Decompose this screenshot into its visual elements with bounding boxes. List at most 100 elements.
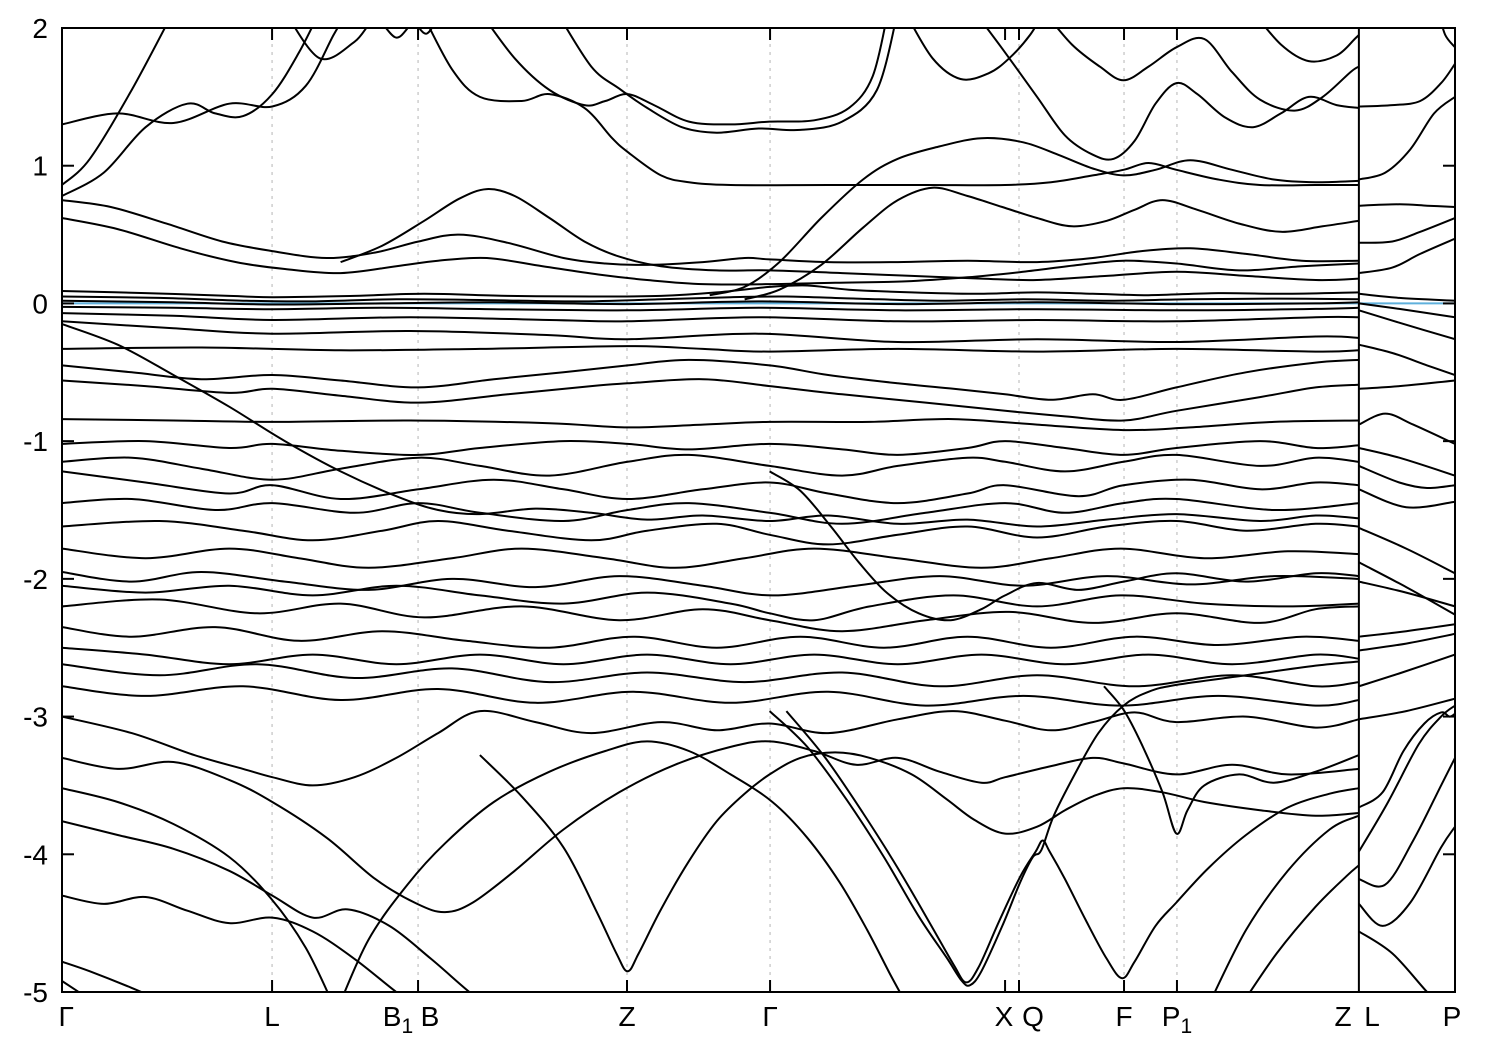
band-line bbox=[62, 453, 1360, 481]
band-line bbox=[62, 439, 1359, 456]
band-line bbox=[912, 28, 1036, 81]
x-axis-kpoint-label: Γ bbox=[58, 1001, 73, 1032]
x-axis-kpoint-label: X bbox=[995, 1001, 1014, 1032]
x-axis-kpoint-label: L bbox=[264, 1001, 280, 1032]
band-line bbox=[62, 598, 1359, 633]
band-line bbox=[1358, 526, 1455, 575]
band-line bbox=[62, 663, 1360, 688]
band-line bbox=[62, 284, 1359, 299]
x-axis-kpoint-label: Z bbox=[1334, 1001, 1351, 1032]
x-axis-kpoint-label: B1 bbox=[383, 1001, 413, 1038]
band-line bbox=[62, 295, 1359, 303]
band-line bbox=[985, 28, 1360, 161]
band-line bbox=[1358, 623, 1455, 638]
bands-group bbox=[62, 28, 1455, 992]
band-line bbox=[62, 820, 471, 992]
band-line bbox=[768, 660, 1359, 987]
band-line bbox=[62, 299, 1359, 306]
band-line bbox=[62, 497, 1359, 525]
plot-frame bbox=[61, 27, 1456, 993]
band-line bbox=[1358, 379, 1455, 390]
x-axis-kpoint-label: P1 bbox=[1162, 1001, 1192, 1038]
band-line bbox=[62, 305, 1359, 312]
x-axis-kpoint-label: L bbox=[1364, 1001, 1380, 1032]
band-line bbox=[1358, 561, 1455, 616]
x-axis-kpoint-label: B bbox=[421, 1001, 440, 1032]
band-line bbox=[428, 28, 1359, 187]
x-axis-kpoint-label: P bbox=[1443, 1001, 1462, 1032]
band-line bbox=[62, 646, 1360, 666]
y-axis-tick-label: 1 bbox=[32, 151, 48, 182]
x-axis-kpoint-label: Z bbox=[618, 1001, 635, 1032]
band-line bbox=[62, 894, 399, 992]
band-line bbox=[1358, 217, 1455, 244]
band-line bbox=[62, 323, 1359, 528]
y-axis-tick-label: -2 bbox=[23, 564, 48, 595]
band-line bbox=[62, 470, 1359, 505]
band-line bbox=[1358, 292, 1455, 302]
y-axis-tick-label: -1 bbox=[23, 426, 48, 457]
band-line bbox=[340, 188, 1359, 282]
band-line bbox=[62, 199, 1359, 266]
band-line bbox=[62, 217, 1359, 286]
band-line bbox=[62, 584, 1359, 622]
band-line bbox=[62, 980, 81, 992]
band-line bbox=[62, 709, 1360, 787]
band-line bbox=[1358, 653, 1455, 688]
band-line bbox=[769, 470, 1359, 622]
band-line bbox=[62, 378, 1359, 422]
band-line bbox=[1358, 826, 1455, 927]
band-line bbox=[62, 787, 329, 992]
band-line bbox=[62, 519, 1359, 546]
band-line bbox=[1358, 309, 1455, 341]
band-line bbox=[1358, 930, 1429, 992]
band-line bbox=[62, 312, 1359, 323]
y-axis-tick-label: -4 bbox=[23, 839, 48, 870]
band-line bbox=[62, 28, 166, 186]
band-line bbox=[1248, 864, 1360, 992]
x-axis-kpoint-label: Γ bbox=[762, 1001, 777, 1032]
y-axis-tick-label: 0 bbox=[32, 288, 48, 319]
band-line bbox=[62, 28, 339, 126]
band-line bbox=[1358, 757, 1455, 888]
band-line bbox=[1358, 464, 1455, 490]
band-line bbox=[1358, 343, 1455, 376]
band-line bbox=[62, 28, 313, 197]
band-line bbox=[62, 320, 1359, 344]
band-line bbox=[1358, 63, 1455, 108]
band-line bbox=[1103, 685, 1360, 835]
band-line bbox=[1358, 302, 1455, 319]
band-line bbox=[1358, 96, 1455, 181]
y-axis-tick-label: -5 bbox=[23, 977, 48, 1008]
band-line bbox=[62, 547, 1359, 569]
band-line bbox=[490, 28, 886, 126]
band-line bbox=[62, 418, 1359, 432]
band-line bbox=[62, 570, 1359, 597]
y-axis-tick-label: 2 bbox=[32, 13, 48, 44]
band-line bbox=[1358, 632, 1455, 652]
band-line bbox=[1358, 203, 1455, 208]
band-line bbox=[1358, 697, 1455, 721]
band-line bbox=[1264, 28, 1360, 63]
band-line bbox=[1358, 488, 1455, 509]
band-line bbox=[1056, 28, 1360, 112]
band-line bbox=[62, 960, 144, 992]
x-axis-kpoint-label: F bbox=[1115, 1001, 1132, 1032]
y-axis-tick-label: -3 bbox=[23, 702, 48, 733]
band-line bbox=[1441, 28, 1455, 48]
band-line bbox=[62, 345, 1359, 353]
band-line bbox=[1358, 237, 1455, 275]
band-line bbox=[479, 751, 1359, 973]
band-line bbox=[1358, 704, 1455, 853]
band-line bbox=[709, 137, 1359, 297]
band-line bbox=[62, 626, 1359, 649]
band-line bbox=[1358, 447, 1455, 477]
band-line bbox=[62, 358, 1359, 401]
band-line bbox=[62, 685, 1360, 707]
band-line bbox=[1358, 412, 1455, 445]
band-line bbox=[1213, 814, 1360, 992]
band-line bbox=[1358, 580, 1455, 608]
band-line bbox=[62, 740, 1359, 914]
band-line bbox=[744, 186, 1360, 301]
